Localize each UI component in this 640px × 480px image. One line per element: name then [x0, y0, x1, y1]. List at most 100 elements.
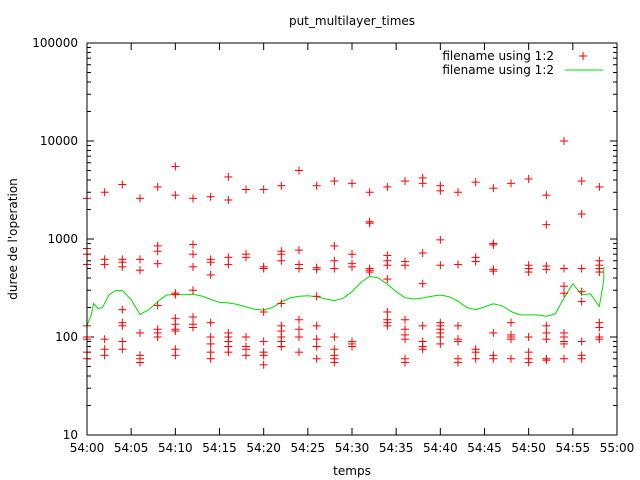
data-point [153, 182, 162, 191]
data-point [242, 250, 250, 259]
data-point [224, 253, 233, 262]
data-point [595, 256, 604, 265]
data-point [489, 265, 498, 274]
data-point [171, 191, 180, 200]
data-point [242, 342, 250, 351]
data-point [383, 275, 392, 284]
data-point [401, 325, 409, 334]
data-point [418, 248, 427, 257]
data-point [577, 297, 586, 306]
data-point [312, 181, 321, 190]
data-point [418, 173, 427, 182]
data-point [560, 137, 568, 145]
data-point [100, 345, 109, 354]
data-point [507, 318, 515, 327]
data-point [595, 333, 604, 341]
y-axis-label: duree de l'operation [6, 178, 20, 300]
data-point [189, 312, 197, 321]
data-point [365, 188, 374, 197]
data-point [224, 196, 233, 205]
data-point [383, 315, 392, 324]
data-point [136, 266, 144, 275]
data-point [224, 260, 233, 269]
data-point [136, 194, 144, 203]
data-point [542, 354, 551, 363]
data-point [542, 321, 551, 330]
data-point [507, 179, 515, 188]
data-point [242, 333, 250, 341]
data-point [118, 255, 127, 264]
data-point [471, 253, 480, 262]
data-point [524, 333, 533, 341]
data-point [189, 240, 197, 249]
data-point [542, 220, 551, 229]
data-point [118, 318, 127, 327]
line-series [86, 266, 605, 326]
data-point [153, 241, 162, 250]
data-point [330, 345, 339, 354]
data-point [577, 287, 586, 296]
data-point [436, 339, 445, 348]
data-point [153, 301, 162, 310]
data-point [100, 255, 109, 264]
legend: filename using 1:2 filename using 1:2 [442, 49, 603, 77]
data-point [577, 209, 586, 218]
y-tick-label: 10000 [40, 134, 78, 148]
data-point [171, 314, 180, 323]
x-tick-label: 54:00 [70, 441, 105, 455]
data-point [206, 333, 215, 341]
data-point [171, 289, 180, 298]
y-tick-label: 1000 [47, 232, 78, 246]
chart-title: put_multilayer_times [289, 14, 415, 28]
x-tick-label: 54:20 [246, 441, 281, 455]
data-point [436, 235, 445, 244]
data-point [189, 250, 197, 259]
data-point [312, 354, 321, 363]
data-point [189, 262, 197, 271]
data-point [454, 354, 462, 363]
data-point [224, 328, 233, 337]
legend-marker-points [579, 52, 587, 60]
data-point [418, 279, 427, 288]
y-tick-label: 100 [55, 330, 78, 344]
data-point [542, 262, 551, 271]
data-point [118, 180, 127, 189]
legend-label-points: filename using 1:2 [442, 49, 554, 63]
data-point [171, 162, 180, 171]
data-point [542, 328, 551, 337]
legend-label-line: filename using 1:2 [442, 63, 554, 77]
data-point [489, 239, 498, 248]
data-point [136, 328, 144, 337]
data-point [595, 318, 604, 327]
data-point [436, 318, 445, 327]
data-point [206, 270, 215, 279]
x-tick-label: 54:40 [423, 441, 458, 455]
data-point [560, 264, 568, 273]
data-point [295, 260, 303, 269]
data-point [454, 335, 462, 344]
x-tick-label: 54:25 [291, 441, 326, 455]
data-point [560, 354, 568, 363]
data-point [259, 185, 268, 194]
data-point [277, 321, 286, 330]
data-point [383, 251, 392, 260]
x-tick-label: 54:30 [335, 441, 370, 455]
data-point [189, 320, 197, 329]
data-point [259, 307, 268, 316]
data-point [242, 185, 250, 194]
data-point [524, 348, 533, 357]
data-point [206, 339, 215, 348]
data-point [330, 333, 339, 341]
data-point [312, 263, 321, 272]
data-point [136, 255, 144, 264]
data-point [295, 166, 303, 175]
data-point [348, 179, 356, 188]
data-point [454, 260, 462, 269]
data-point [418, 321, 427, 330]
x-tick-label: 54:55 [556, 441, 591, 455]
data-point [454, 188, 462, 197]
data-point [153, 259, 162, 268]
data-point [259, 262, 268, 271]
data-point [489, 351, 498, 360]
data-point [100, 335, 109, 344]
